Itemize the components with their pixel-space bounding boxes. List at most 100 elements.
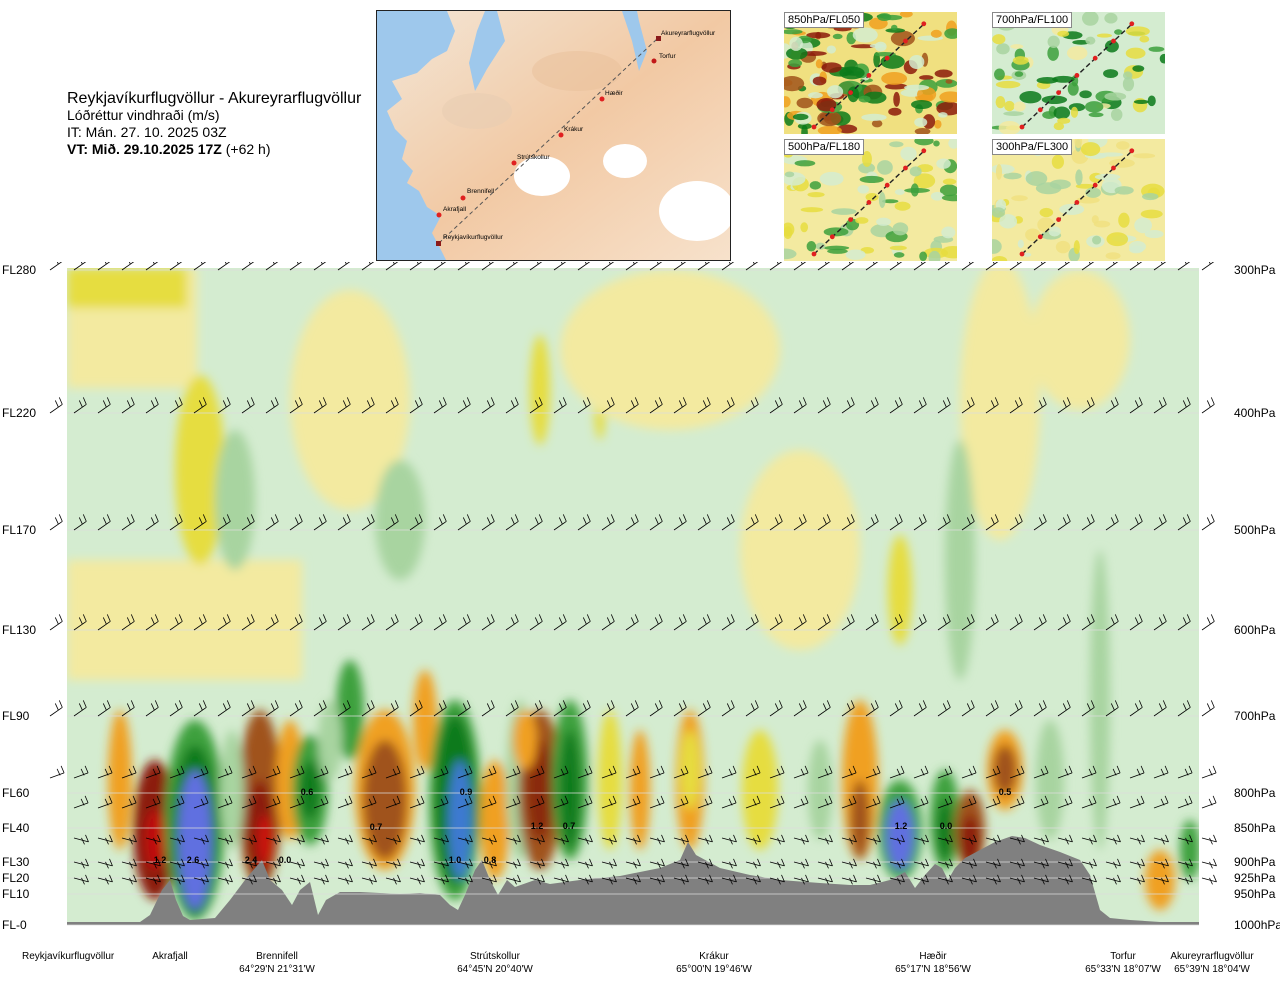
wind-barb [649, 614, 663, 631]
wind-barb [1105, 874, 1121, 885]
field-blob [858, 95, 871, 103]
panel-700hpa[interactable]: 700hPa/FL100 [992, 12, 1165, 134]
wind-barb [673, 700, 687, 717]
field-blob [852, 27, 878, 43]
vertical-motion-cell [108, 710, 132, 850]
field-blob [1081, 12, 1099, 26]
field-blob [1003, 111, 1024, 116]
wind-barb [961, 834, 977, 845]
vertical-motion-cell [363, 740, 407, 860]
wind-barb [73, 874, 89, 885]
wind-barb [73, 795, 89, 809]
wind-barb [769, 700, 783, 717]
vertical-motion-cell [1036, 720, 1064, 840]
field-blob [1055, 240, 1071, 254]
field-blob [1096, 33, 1112, 38]
wind-barb [265, 514, 279, 531]
wind-barb [241, 514, 255, 531]
wind-barb [817, 874, 833, 885]
flight-level-tick: FL60 [2, 786, 30, 800]
wind-barb [1057, 262, 1071, 271]
wind-barb [601, 874, 617, 885]
wind-barb [505, 874, 521, 885]
field-blob [998, 120, 1021, 134]
wind-barb [673, 514, 687, 531]
extremum-value: 0.8 [484, 855, 497, 865]
wind-barb [265, 700, 279, 717]
wind-barb [73, 514, 87, 531]
wind-barb [985, 397, 999, 414]
field-blob [1066, 46, 1088, 61]
wind-barb [649, 262, 663, 271]
panel-300hpa[interactable]: 300hPa/FL300 [992, 139, 1165, 261]
wind-barb [1153, 858, 1169, 869]
wind-barb [673, 834, 689, 845]
initial-time: IT: Mán. 27. 10. 2025 03Z [67, 124, 227, 140]
flight-level-tick: FL10 [2, 887, 30, 901]
wind-barb [241, 262, 255, 271]
wind-barb [289, 514, 303, 531]
wind-barb [841, 514, 855, 531]
wind-barb [769, 262, 783, 271]
wind-barb [889, 834, 905, 845]
field-blob [809, 181, 822, 190]
wind-barb [841, 397, 855, 414]
wind-barb [1105, 614, 1119, 631]
wind-barb [1201, 795, 1217, 809]
wind-barb [889, 397, 903, 414]
wind-barb [1177, 874, 1193, 885]
wind-barb [337, 765, 353, 779]
wind-barb [121, 795, 137, 809]
wind-barb [505, 700, 519, 717]
wind-barb [745, 795, 761, 809]
wind-barb [937, 858, 953, 869]
field-blob [941, 194, 957, 202]
wind-barb [241, 874, 257, 885]
wind-barb [361, 858, 377, 869]
weak-down-area [560, 270, 780, 430]
wind-barb [1177, 858, 1193, 869]
wind-barb [721, 262, 735, 271]
panel-850hpa[interactable]: 850hPa/FL050 [784, 12, 957, 134]
wind-barb [73, 834, 89, 845]
field-blob [936, 101, 957, 116]
down-streak [530, 335, 550, 445]
wind-barb [1033, 795, 1049, 809]
wind-barb [769, 614, 783, 631]
route-point [1129, 148, 1135, 154]
wind-barb [601, 834, 617, 845]
field-blob [1104, 40, 1119, 53]
wind-barb [241, 834, 257, 845]
wind-barb [1081, 795, 1097, 809]
wind-barb [553, 858, 569, 869]
field-blob [933, 140, 940, 147]
pressure-tick: 400hPa [1234, 406, 1276, 420]
wind-barb [769, 795, 785, 809]
map-point-haedir [599, 96, 605, 102]
field-blob [1074, 139, 1083, 149]
field-blob [1057, 117, 1071, 124]
wind-barb [1201, 514, 1215, 531]
wind-barb [97, 614, 111, 631]
route-point [921, 148, 927, 154]
wind-barb [1009, 514, 1023, 531]
field-blob [891, 24, 898, 31]
wind-barb [241, 858, 257, 869]
field-blob [900, 146, 917, 161]
wind-barb [265, 834, 281, 845]
field-blob [944, 28, 957, 39]
wind-barb [313, 858, 329, 869]
extremum-value: 1.0 [449, 855, 462, 865]
weak-down-area [1030, 270, 1130, 410]
panel-500hpa[interactable]: 500hPa/FL180 [784, 139, 957, 261]
wind-barb [1177, 614, 1191, 631]
wind-barb [841, 700, 855, 717]
route-point [1019, 251, 1025, 257]
wind-barb [697, 262, 711, 271]
wind-barb [1153, 834, 1169, 845]
wind-barb [169, 700, 183, 717]
field-blob [1019, 90, 1042, 104]
wind-barb [409, 397, 423, 414]
field-blob [1073, 240, 1080, 255]
flight-level-tick: FL280 [2, 263, 36, 277]
